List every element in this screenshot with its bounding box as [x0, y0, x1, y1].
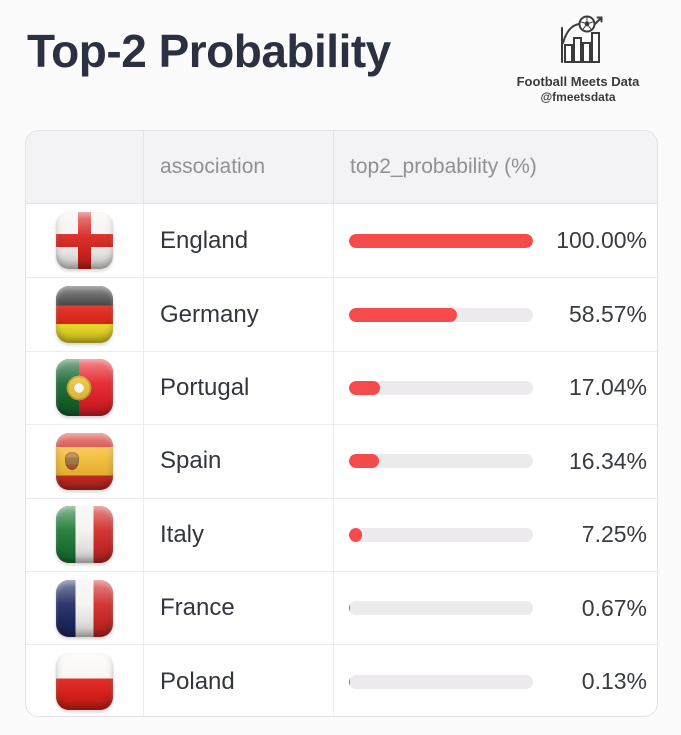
association-name: Spain: [160, 447, 222, 475]
association-name: Italy: [160, 520, 205, 548]
france-flag-icon: [56, 579, 113, 637]
bar-chart-football-icon: [561, 15, 603, 63]
flag-cell: [26, 204, 143, 277]
probability-cell: 58.57%: [333, 278, 657, 351]
probability-cell: 16.34%: [333, 425, 657, 498]
probability-bar: [349, 233, 533, 248]
spain-flag-icon: [56, 432, 113, 490]
probability-bar: [349, 674, 533, 689]
probability-value: 16.34%: [568, 447, 647, 474]
table-row: Poland 0.13%: [26, 644, 657, 716]
england-flag-icon: [56, 212, 113, 270]
probability-cell: 0.67%: [333, 571, 657, 645]
flag-cell: [26, 572, 143, 644]
probability-bar: [349, 601, 533, 616]
flag-cell: [26, 278, 143, 350]
probability-value: 0.67%: [581, 594, 647, 621]
table-row: Germany 58.57%: [26, 277, 657, 351]
portugal-flag-icon: [56, 359, 113, 417]
association-name: Germany: [160, 300, 259, 328]
column-header-flag: [26, 131, 143, 203]
association-cell: Poland: [143, 645, 333, 716]
table-row: England 100.00%: [26, 204, 657, 278]
association-name: England: [160, 226, 249, 254]
probability-value: 58.57%: [568, 301, 647, 328]
table-row: Portugal 17.04%: [26, 350, 657, 425]
column-header-probability: top2_probability (%): [333, 131, 657, 203]
probability-bar-fill: [349, 601, 351, 616]
association-cell: Germany: [143, 278, 333, 351]
germany-flag-icon: [56, 286, 113, 344]
probability-bar: [349, 454, 533, 469]
association-cell: France: [143, 571, 333, 645]
association-name: France: [160, 594, 235, 622]
association-cell: Italy: [143, 498, 333, 571]
table-header-row: association top2_probability (%): [26, 131, 657, 204]
table-row: Italy 7.25%: [26, 497, 657, 571]
probability-bar-fill: [349, 527, 363, 542]
association-name: Poland: [160, 667, 235, 695]
probability-value: 17.04%: [568, 374, 647, 401]
association-cell: Spain: [143, 425, 333, 498]
probability-cell: 0.13%: [333, 645, 657, 716]
probability-value: 0.13%: [581, 668, 647, 695]
brand-block: Football Meets Data @fmeetsdata: [493, 14, 663, 106]
table-body: England 100.00% Germany 58.57% Portugal: [26, 204, 657, 716]
column-header-association: association: [143, 131, 333, 203]
probability-cell: 7.25%: [333, 498, 657, 571]
flag-cell: [26, 499, 143, 571]
italy-flag-icon: [56, 506, 113, 564]
probability-value: 7.25%: [581, 521, 647, 548]
probability-value: 100.00%: [556, 227, 647, 254]
probability-bar-fill: [349, 454, 380, 469]
probability-bar: [349, 380, 533, 395]
probability-cell: 17.04%: [333, 351, 657, 425]
probability-bar-fill: [349, 307, 457, 322]
probability-bar: [349, 527, 533, 542]
flag-cell: [26, 645, 143, 716]
probability-bar-fill: [349, 233, 533, 248]
brand-name: Football Meets Data: [516, 74, 640, 89]
flag-cell: [26, 425, 143, 497]
association-cell: Portugal: [143, 351, 333, 425]
association-name: Portugal: [160, 373, 250, 401]
page-title: Top-2 Probability: [27, 25, 391, 77]
poland-flag-icon: [56, 653, 113, 711]
probability-bar-fill: [349, 380, 381, 395]
probability-bar: [349, 307, 533, 322]
brand-handle: @fmeetsdata: [540, 90, 616, 105]
association-cell: England: [143, 204, 333, 278]
probability-table: association top2_probability (%) England…: [25, 130, 658, 717]
flag-cell: [26, 352, 143, 424]
table-row: Spain 16.34%: [26, 424, 657, 498]
table-row: France 0.67%: [26, 570, 657, 645]
probability-cell: 100.00%: [333, 204, 657, 278]
